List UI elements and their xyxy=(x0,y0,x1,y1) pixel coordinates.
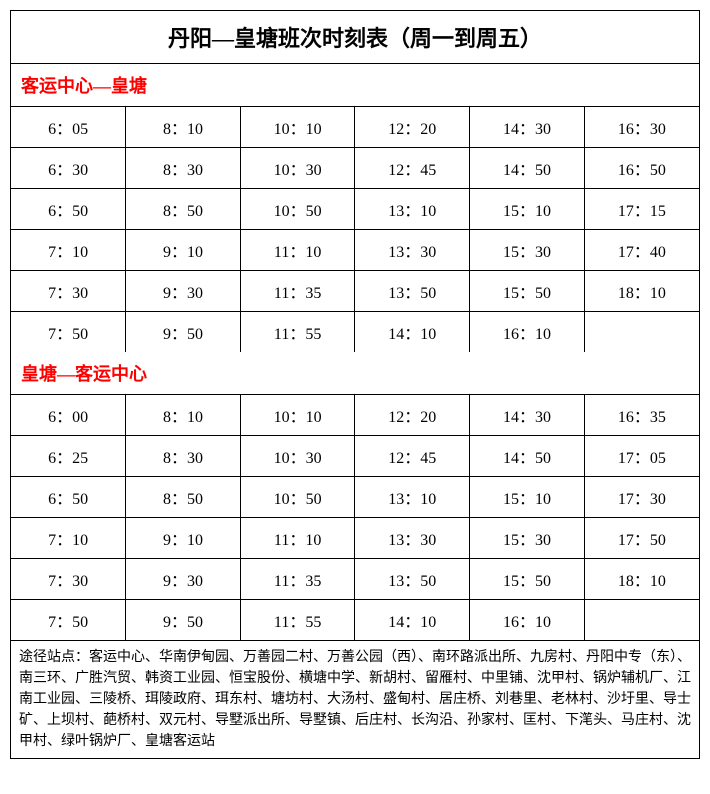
time-cell: 13：50 xyxy=(355,271,470,312)
time-cell: 10：50 xyxy=(240,477,355,518)
time-cell: 6：50 xyxy=(11,477,126,518)
time-cell: 14：30 xyxy=(470,107,585,148)
time-cell: 15：50 xyxy=(470,559,585,600)
time-cell: 8：10 xyxy=(126,395,241,436)
time-cell: 15：50 xyxy=(470,271,585,312)
table-row: 6：508：5010：5013：1015：1017：15 xyxy=(11,189,699,230)
time-cell: 11：35 xyxy=(240,559,355,600)
time-cell: 17：05 xyxy=(584,436,699,477)
time-cell: 10：30 xyxy=(240,148,355,189)
table-row: 7：109：1011：1013：3015：3017：50 xyxy=(11,518,699,559)
time-cell: 9：10 xyxy=(126,230,241,271)
table-row: 7：309：3011：3513：5015：5018：10 xyxy=(11,559,699,600)
time-cell: 15：10 xyxy=(470,189,585,230)
time-cell: 9：30 xyxy=(126,271,241,312)
table-row: 6：258：3010：3012：4514：5017：05 xyxy=(11,436,699,477)
time-cell: 14：50 xyxy=(470,148,585,189)
time-cell: 18：10 xyxy=(584,271,699,312)
table-row: 7：109：1011：1013：3015：3017：40 xyxy=(11,230,699,271)
time-cell: 7：50 xyxy=(11,312,126,353)
time-cell: 14：30 xyxy=(470,395,585,436)
time-cell: 8：30 xyxy=(126,148,241,189)
time-cell: 7：30 xyxy=(11,559,126,600)
time-cell: 6：25 xyxy=(11,436,126,477)
time-cell: 16：35 xyxy=(584,395,699,436)
time-cell: 13：10 xyxy=(355,189,470,230)
section-header-2: 皇塘—客运中心 xyxy=(11,352,699,395)
schedule-container: 丹阳—皇塘班次时刻表（周一到周五） 客运中心—皇塘 6：058：1010：101… xyxy=(10,10,700,759)
table-row: 7：509：5011：5514：1016：10 xyxy=(11,312,699,353)
time-cell: 14：10 xyxy=(355,312,470,353)
time-cell: 10：30 xyxy=(240,436,355,477)
time-cell: 15：30 xyxy=(470,230,585,271)
time-cell: 8：50 xyxy=(126,477,241,518)
time-cell: 16：30 xyxy=(584,107,699,148)
table-row: 6：008：1010：1012：2014：3016：35 xyxy=(11,395,699,436)
time-cell: 6：30 xyxy=(11,148,126,189)
time-cell: 6：05 xyxy=(11,107,126,148)
time-cell: 12：20 xyxy=(355,107,470,148)
time-cell: 17：30 xyxy=(584,477,699,518)
section-header-1: 客运中心—皇塘 xyxy=(11,64,699,107)
time-cell: 7：30 xyxy=(11,271,126,312)
time-cell: 13：50 xyxy=(355,559,470,600)
time-cell: 9：30 xyxy=(126,559,241,600)
time-cell: 8：10 xyxy=(126,107,241,148)
time-cell: 15：10 xyxy=(470,477,585,518)
time-cell xyxy=(584,600,699,641)
time-cell: 17：15 xyxy=(584,189,699,230)
time-cell: 9：50 xyxy=(126,600,241,641)
time-cell: 6：50 xyxy=(11,189,126,230)
time-cell: 8：30 xyxy=(126,436,241,477)
time-cell: 11：10 xyxy=(240,230,355,271)
time-cell: 10：50 xyxy=(240,189,355,230)
schedule-table-2: 6：008：1010：1012：2014：3016：356：258：3010：3… xyxy=(11,395,699,640)
time-cell: 16：50 xyxy=(584,148,699,189)
time-cell: 17：50 xyxy=(584,518,699,559)
time-cell: 14：50 xyxy=(470,436,585,477)
table-row: 7：509：5011：5514：1016：10 xyxy=(11,600,699,641)
table-row: 6：058：1010：1012：2014：3016：30 xyxy=(11,107,699,148)
time-cell: 13：30 xyxy=(355,518,470,559)
time-cell: 12：45 xyxy=(355,148,470,189)
time-cell: 9：50 xyxy=(126,312,241,353)
time-cell: 12：20 xyxy=(355,395,470,436)
table-row: 7：309：3011：3513：5015：5018：10 xyxy=(11,271,699,312)
time-cell: 18：10 xyxy=(584,559,699,600)
time-cell: 10：10 xyxy=(240,395,355,436)
time-cell: 11：10 xyxy=(240,518,355,559)
time-cell: 15：30 xyxy=(470,518,585,559)
time-cell xyxy=(584,312,699,353)
time-cell: 17：40 xyxy=(584,230,699,271)
time-cell: 7：10 xyxy=(11,518,126,559)
time-cell: 11：55 xyxy=(240,312,355,353)
schedule-table-1: 6：058：1010：1012：2014：3016：306：308：3010：3… xyxy=(11,107,699,352)
time-cell: 12：45 xyxy=(355,436,470,477)
time-cell: 7：10 xyxy=(11,230,126,271)
time-cell: 13：30 xyxy=(355,230,470,271)
table-row: 6：508：5010：5013：1015：1017：30 xyxy=(11,477,699,518)
time-cell: 9：10 xyxy=(126,518,241,559)
table-row: 6：308：3010：3012：4514：5016：50 xyxy=(11,148,699,189)
time-cell: 11：55 xyxy=(240,600,355,641)
time-cell: 14：10 xyxy=(355,600,470,641)
route-stops-note: 途径站点：客运中心、华南伊甸园、万善园二村、万善公园（西）、南环路派出所、九房村… xyxy=(11,640,699,758)
time-cell: 16：10 xyxy=(470,600,585,641)
time-cell: 6：00 xyxy=(11,395,126,436)
page-title: 丹阳—皇塘班次时刻表（周一到周五） xyxy=(11,11,699,64)
time-cell: 8：50 xyxy=(126,189,241,230)
time-cell: 13：10 xyxy=(355,477,470,518)
time-cell: 11：35 xyxy=(240,271,355,312)
time-cell: 16：10 xyxy=(470,312,585,353)
time-cell: 10：10 xyxy=(240,107,355,148)
time-cell: 7：50 xyxy=(11,600,126,641)
